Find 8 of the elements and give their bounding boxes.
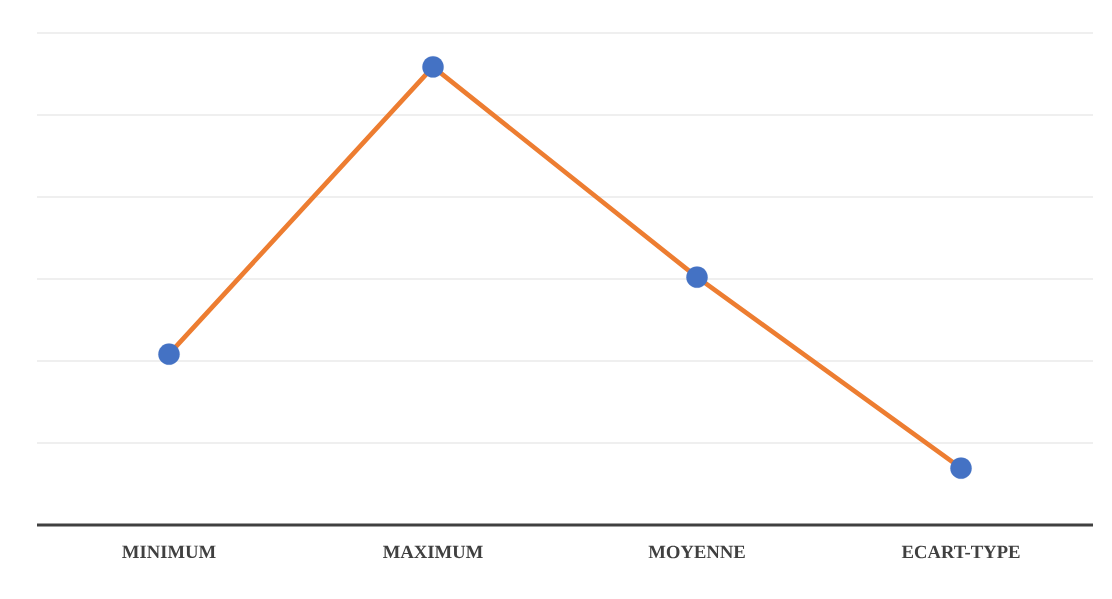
point [422,56,444,78]
point [950,457,972,479]
x-tick-label: ECART-TYPE [901,545,1020,559]
point [158,343,180,365]
x-tick-label: MOYENNE [648,545,745,559]
x-tick-label: MAXIMUM [383,545,483,559]
point [686,266,708,288]
x-tick-label: MINIMUM [122,545,216,559]
